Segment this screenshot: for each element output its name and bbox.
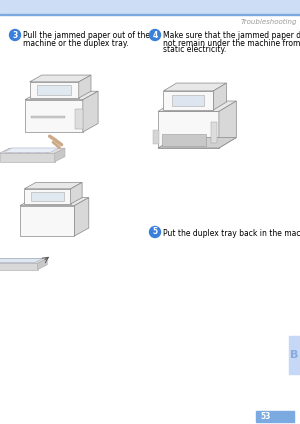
Polygon shape bbox=[30, 82, 79, 98]
Polygon shape bbox=[164, 91, 213, 110]
Bar bbox=[31, 116, 65, 118]
Polygon shape bbox=[158, 101, 236, 112]
Polygon shape bbox=[213, 83, 226, 110]
Bar bbox=[0, 0, 300, 14]
Polygon shape bbox=[0, 259, 42, 263]
Polygon shape bbox=[20, 198, 89, 206]
Polygon shape bbox=[24, 182, 82, 189]
Polygon shape bbox=[0, 258, 47, 263]
Polygon shape bbox=[30, 75, 91, 82]
Circle shape bbox=[10, 30, 20, 41]
Polygon shape bbox=[0, 263, 38, 270]
Polygon shape bbox=[219, 101, 236, 148]
Polygon shape bbox=[158, 137, 236, 148]
Polygon shape bbox=[164, 83, 226, 91]
Polygon shape bbox=[74, 198, 89, 236]
Bar bbox=[37, 85, 71, 95]
Polygon shape bbox=[38, 258, 47, 270]
Bar bbox=[162, 134, 206, 146]
Bar bbox=[0, 14, 300, 15]
Polygon shape bbox=[70, 182, 82, 204]
Bar bbox=[289, 336, 300, 374]
Text: static electricity.: static electricity. bbox=[163, 45, 226, 55]
Bar bbox=[172, 95, 204, 106]
Text: machine or the duplex tray.: machine or the duplex tray. bbox=[23, 39, 129, 47]
Polygon shape bbox=[79, 75, 91, 98]
Text: B: B bbox=[290, 350, 299, 360]
Polygon shape bbox=[0, 153, 55, 162]
Polygon shape bbox=[0, 148, 65, 153]
Bar bbox=[256, 411, 294, 422]
Bar bbox=[153, 130, 159, 144]
Text: 3: 3 bbox=[12, 31, 18, 39]
Bar bbox=[211, 123, 217, 142]
Polygon shape bbox=[83, 91, 98, 132]
Text: 53: 53 bbox=[260, 412, 270, 421]
Bar bbox=[31, 192, 64, 201]
Text: Make sure that the jammed paper does: Make sure that the jammed paper does bbox=[163, 31, 300, 41]
Polygon shape bbox=[4, 148, 59, 152]
Text: 5: 5 bbox=[152, 228, 158, 237]
Polygon shape bbox=[20, 206, 74, 236]
Polygon shape bbox=[25, 100, 83, 132]
Circle shape bbox=[149, 226, 161, 237]
Text: Troubleshooting: Troubleshooting bbox=[241, 19, 297, 25]
Polygon shape bbox=[25, 91, 98, 100]
Bar bbox=[75, 109, 83, 129]
Polygon shape bbox=[55, 148, 65, 162]
Text: Pull the jammed paper out of the: Pull the jammed paper out of the bbox=[23, 31, 150, 41]
Text: 4: 4 bbox=[152, 31, 158, 39]
Circle shape bbox=[149, 30, 161, 41]
Text: not remain under the machine from: not remain under the machine from bbox=[163, 39, 300, 47]
Polygon shape bbox=[158, 112, 219, 148]
Text: Put the duplex tray back in the machine.: Put the duplex tray back in the machine. bbox=[163, 229, 300, 237]
Polygon shape bbox=[24, 189, 70, 204]
